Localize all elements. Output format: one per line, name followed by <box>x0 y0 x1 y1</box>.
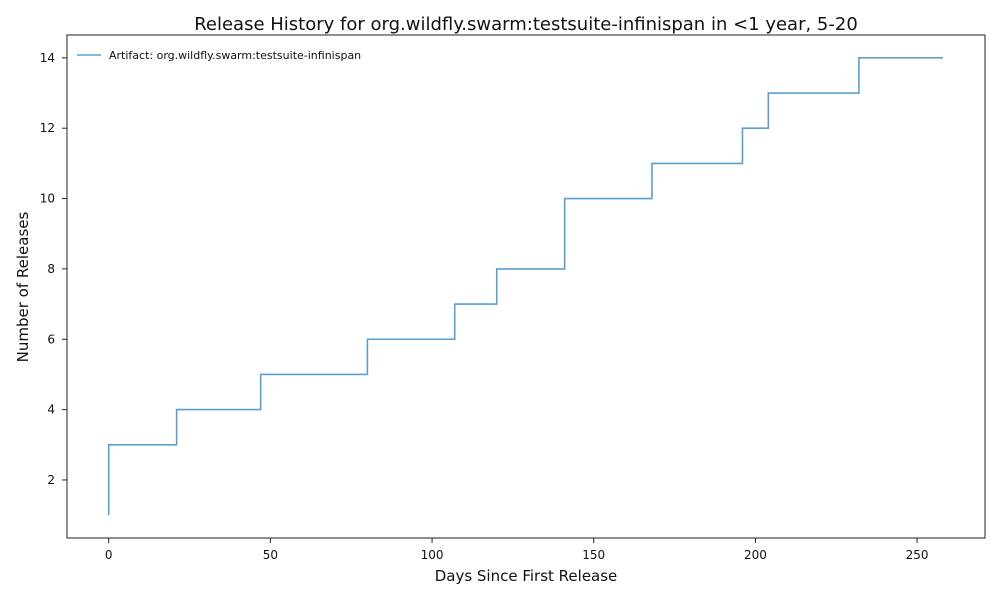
plot-frame <box>66 34 986 539</box>
y-axis-ticks: 2 4 6 8 10 12 14 <box>40 51 67 487</box>
legend-label: Artifact: org.wildfly.swarm:testsuite-in… <box>109 49 361 62</box>
x-axis-label: Days Since First Release <box>435 567 618 585</box>
legend: Artifact: org.wildfly.swarm:testsuite-in… <box>77 49 361 62</box>
series-layer <box>107 57 943 516</box>
x-tick-label: 250 <box>906 548 929 562</box>
x-tick-label: 100 <box>421 548 444 562</box>
y-tick-label: 10 <box>40 192 55 206</box>
x-tick-label: 0 <box>105 548 113 562</box>
y-tick-label: 2 <box>47 473 55 487</box>
y-tick-label: 14 <box>40 51 55 65</box>
y-tick-label: 6 <box>47 332 55 346</box>
x-tick-label: 150 <box>582 548 605 562</box>
y-axis-label: Number of Releases <box>14 211 32 362</box>
x-tick-label: 50 <box>263 548 278 562</box>
series-step-line <box>107 57 943 516</box>
y-tick-label: 12 <box>40 121 55 135</box>
chart-title: Release History for org.wildfly.swarm:te… <box>194 14 858 35</box>
x-axis-ticks: 0 50 100 150 200 250 <box>105 538 929 562</box>
x-tick-label: 200 <box>744 548 767 562</box>
y-tick-label: 4 <box>47 403 55 417</box>
y-tick-label: 8 <box>47 262 55 276</box>
